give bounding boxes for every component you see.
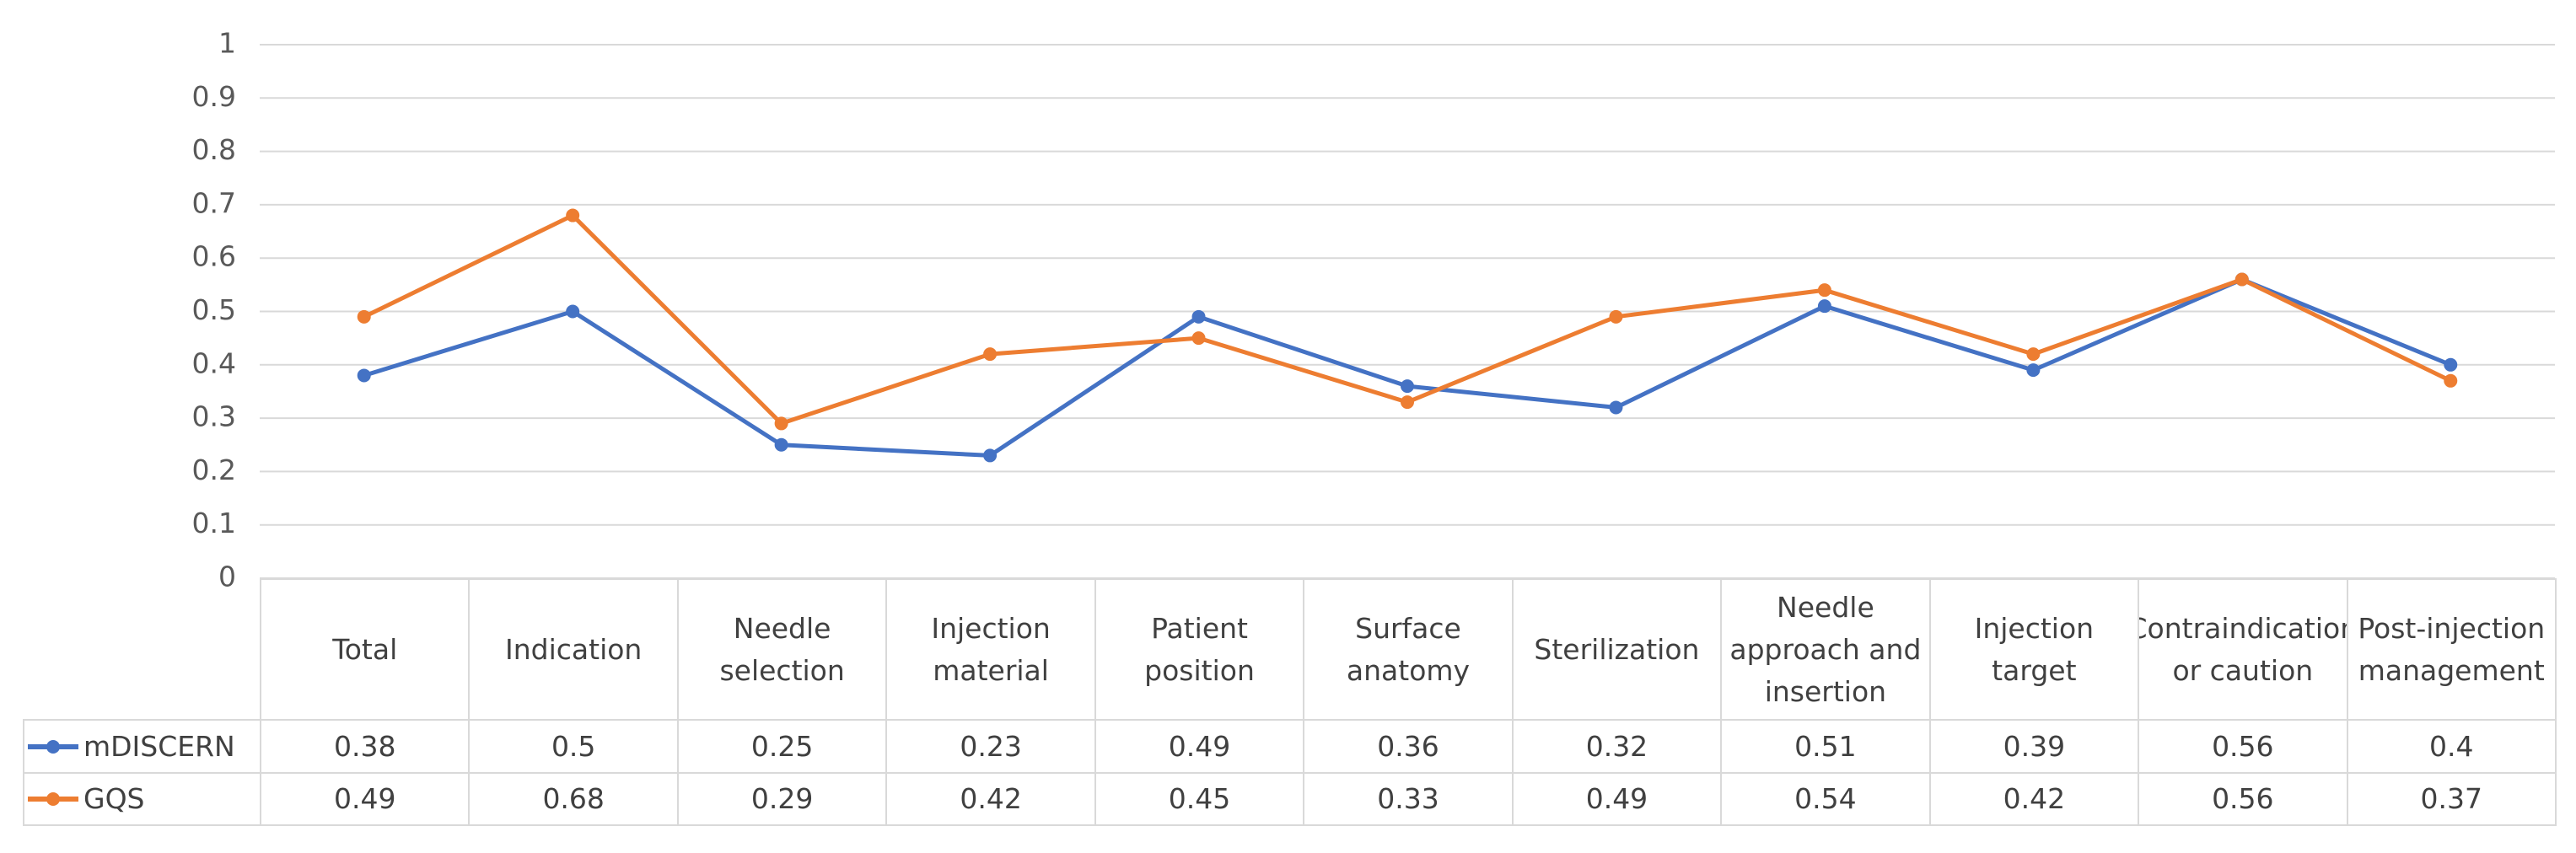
category-label: Injection target [1928, 578, 2140, 721]
y-tick-label: 0.5 [192, 293, 236, 326]
y-tick-label: 0.3 [192, 400, 236, 433]
point [1817, 283, 1831, 298]
table-value: 0.68 [468, 772, 679, 826]
category-label: Patient position [1094, 578, 1305, 721]
table-value: 0.49 [1511, 772, 1723, 826]
point [1401, 379, 1414, 394]
point [1191, 331, 1206, 346]
category-label: Surface anatomy [1303, 578, 1514, 721]
series-line [363, 277, 2452, 458]
y-tick-label: 1 [218, 27, 236, 60]
y-tick-label: 0.1 [192, 507, 236, 539]
y-tick-label: 0.8 [192, 133, 236, 166]
legend-entry: mDISCERN [23, 719, 261, 774]
point [1401, 395, 1414, 410]
table-value: 0.42 [885, 772, 1096, 826]
table-value: 0.4 [2346, 719, 2557, 774]
point [2235, 272, 2249, 287]
legend-marker [46, 739, 60, 754]
legend-marker [46, 792, 60, 806]
category-label: Needle selection [676, 578, 888, 721]
legend-entry: GQS [23, 772, 261, 826]
table-value: 0.56 [2138, 719, 2348, 774]
point [774, 437, 788, 452]
table-value: 0.56 [2138, 772, 2348, 826]
category-label: Needle approach and insertion [1720, 578, 1931, 721]
point [357, 309, 371, 324]
table-value: 0.42 [1928, 772, 2140, 826]
table-value: 0.33 [1303, 772, 1514, 826]
point [1191, 309, 1206, 324]
legend-label: mDISCERN [83, 729, 235, 763]
point [566, 304, 580, 319]
point [1817, 299, 1831, 314]
point [1609, 400, 1623, 415]
point [2026, 347, 2041, 362]
point [2444, 357, 2458, 372]
table-value: 0.36 [1303, 719, 1514, 774]
y-tick-label: 0.7 [192, 186, 236, 219]
table-value: 0.25 [676, 719, 888, 774]
point [1609, 309, 1623, 324]
point [983, 347, 998, 362]
point [2444, 373, 2458, 388]
legend-label: GQS [83, 782, 145, 815]
table-value: 0.49 [1094, 719, 1305, 774]
table-value: 0.5 [468, 719, 679, 774]
table-value: 0.51 [1720, 719, 1931, 774]
category-label: Post-injection management [2346, 578, 2557, 721]
y-tick-label: 0.9 [192, 80, 236, 113]
table-value: 0.39 [1928, 719, 2140, 774]
legend-key [28, 739, 78, 754]
category-label: Indication [468, 578, 679, 721]
table-value: 0.23 [885, 719, 1096, 774]
table-value: 0.54 [1720, 772, 1931, 826]
table-value: 0.37 [2346, 772, 2557, 826]
table-value: 0.45 [1094, 772, 1305, 826]
point [983, 448, 998, 463]
table-value: 0.38 [260, 719, 471, 774]
legend-key [28, 792, 78, 806]
table-value: 0.49 [260, 772, 471, 826]
category-label: Total [260, 578, 471, 721]
point [357, 368, 371, 383]
table-value: 0.29 [676, 772, 888, 826]
point [566, 208, 580, 223]
y-tick-label: 0.6 [192, 240, 236, 273]
table-value: 0.32 [1511, 719, 1723, 774]
category-label: Contraindication or caution [2138, 578, 2348, 721]
category-label: Sterilization [1511, 578, 1723, 721]
point [774, 416, 788, 431]
point [2026, 363, 2041, 378]
category-label: Injection material [885, 578, 1096, 721]
y-tick-label: 0.2 [192, 453, 236, 486]
y-tick-label: 0.4 [192, 346, 236, 379]
y-tick-label: 0 [218, 561, 236, 593]
